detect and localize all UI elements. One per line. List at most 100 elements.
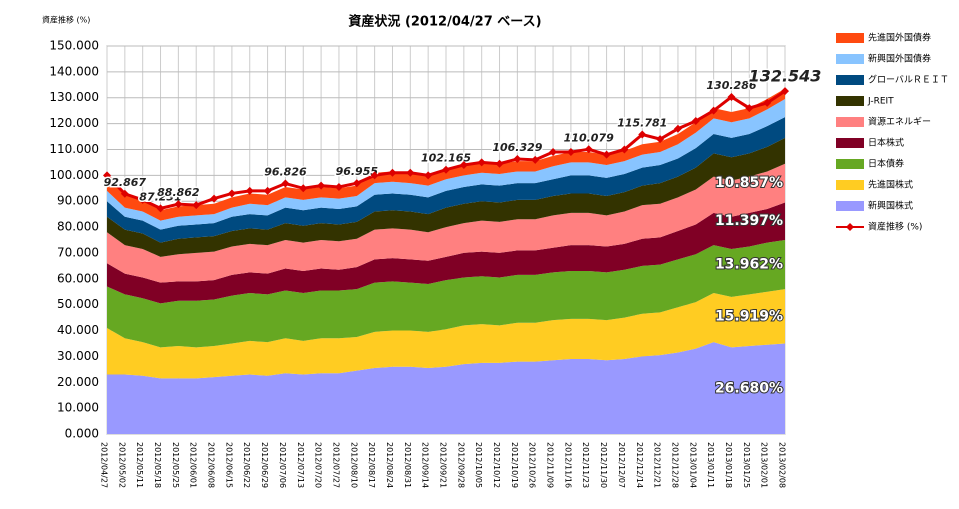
x-tick-label: 2013/01/25 — [742, 442, 751, 488]
line-marker — [531, 155, 540, 164]
legend-label: 新興国株式 — [868, 200, 913, 212]
x-tick-label: 2012/11/09 — [546, 442, 555, 488]
line-marker — [103, 171, 111, 180]
x-tick-label: 2012/10/05 — [474, 442, 483, 488]
y-tick-label: 40.000 — [57, 323, 99, 337]
value-label: 106.329 — [492, 141, 542, 154]
area — [107, 88, 785, 221]
legend-label: 日本債券 — [868, 158, 904, 170]
line-marker — [406, 168, 415, 177]
line-marker — [656, 135, 665, 144]
x-tick-label: 2012/11/23 — [581, 442, 590, 488]
line-marker — [138, 195, 147, 204]
value-label: 110.079 — [564, 131, 614, 144]
x-tick-label: 2012/05/02 — [117, 442, 126, 488]
x-tick-label: 2012/04/27 — [100, 442, 109, 488]
x-tick-label: 2012/10/19 — [510, 442, 519, 488]
line-marker — [317, 181, 326, 190]
line-marker — [227, 189, 236, 198]
line-marker — [263, 186, 272, 195]
line-marker — [370, 171, 379, 180]
legend-label: 先進国外国債券 — [868, 32, 931, 44]
x-tick-label: 2012/11/16 — [563, 442, 572, 488]
line-marker — [299, 184, 308, 193]
y-tick-label: 120.000 — [49, 116, 99, 130]
line-marker — [442, 165, 450, 174]
legend-swatch — [836, 201, 864, 211]
share-label: 10.857% — [715, 175, 783, 191]
value-label: 88.862 — [157, 186, 200, 199]
value-label: 96.826 — [264, 166, 307, 179]
value-label: 92.867 — [104, 176, 147, 189]
line-marker — [156, 204, 165, 213]
y-tick-label: 50.000 — [57, 297, 99, 311]
value-label: 96.955 — [336, 165, 379, 178]
x-tick-label: 2012/05/11 — [135, 442, 144, 488]
share-label: 15.919% — [715, 308, 783, 324]
x-tick-label: 2013/01/18 — [724, 442, 733, 488]
y-tick-label: 10.000 — [57, 401, 99, 415]
y-tick-label: 30.000 — [57, 349, 99, 363]
x-tick-label: 2012/06/01 — [189, 442, 198, 488]
x-tick-label: 2012/06/08 — [207, 442, 216, 488]
line-marker — [709, 106, 718, 115]
line-marker — [174, 200, 183, 209]
x-tick-label: 2012/06/15 — [224, 442, 233, 488]
share-label: 26.680% — [715, 381, 783, 397]
x-tick-label: 2012/09/21 — [439, 442, 448, 488]
line-marker — [566, 148, 575, 157]
line-marker — [513, 154, 522, 163]
line-marker — [477, 158, 486, 167]
line-marker — [549, 148, 558, 157]
legend-swatch — [836, 180, 864, 190]
x-tick-label: 2012/06/29 — [260, 442, 269, 488]
y-tick-label: 150.000 — [49, 39, 99, 53]
value-label: 115.781 — [617, 117, 667, 130]
legend-swatch — [836, 96, 864, 106]
line-marker — [459, 160, 468, 169]
legend-swatch — [836, 75, 864, 85]
share-label: 13.962% — [715, 257, 783, 273]
area — [107, 342, 785, 434]
chart-title: 資産状況 (2012/04/27 ベース) — [348, 14, 541, 30]
y-tick-label: 20.000 — [57, 375, 99, 389]
line-marker — [763, 98, 772, 107]
line-marker — [602, 150, 611, 159]
value-label: 87.231 — [139, 190, 181, 203]
x-tick-label: 2012/08/17 — [367, 442, 376, 488]
y-tick-label: 140.000 — [49, 64, 99, 78]
value-label: 132.543 — [749, 67, 822, 86]
line-marker — [352, 179, 361, 188]
line-marker — [424, 171, 433, 180]
x-tick-label: 2012/11/30 — [599, 442, 608, 488]
line-marker — [781, 87, 789, 96]
y-tick-label: 60.000 — [57, 271, 99, 285]
x-tick-label: 2012/08/31 — [403, 442, 412, 488]
x-tick-label: 2012/10/12 — [492, 442, 501, 488]
line-marker — [210, 194, 219, 203]
line-marker — [620, 145, 629, 154]
line-marker — [727, 92, 736, 101]
x-tick-label: 2012/07/06 — [278, 442, 287, 488]
x-tick-label: 2012/12/21 — [653, 442, 662, 488]
y-tick-label: 110.000 — [49, 142, 99, 156]
legend-label: 資産推移 (%) — [868, 221, 922, 233]
y-tick-label: 0.000 — [65, 427, 99, 441]
legend-swatch — [836, 33, 864, 43]
area — [107, 202, 785, 304]
x-tick-label: 2012/08/24 — [385, 442, 394, 488]
x-tick-label: 2013/01/04 — [688, 442, 697, 488]
x-tick-label: 2012/05/18 — [153, 442, 162, 488]
legend-marker — [846, 223, 854, 231]
line-marker — [388, 168, 397, 177]
x-tick-label: 2012/07/13 — [296, 442, 305, 488]
area — [107, 137, 785, 257]
line-marker — [638, 130, 647, 139]
x-tick-label: 2012/07/27 — [331, 442, 340, 488]
area — [107, 163, 785, 283]
value-label: 130.286 — [706, 79, 756, 92]
legend-label: 日本株式 — [868, 137, 904, 149]
x-tick-label: 2012/05/25 — [171, 442, 180, 488]
line-marker — [334, 182, 343, 191]
